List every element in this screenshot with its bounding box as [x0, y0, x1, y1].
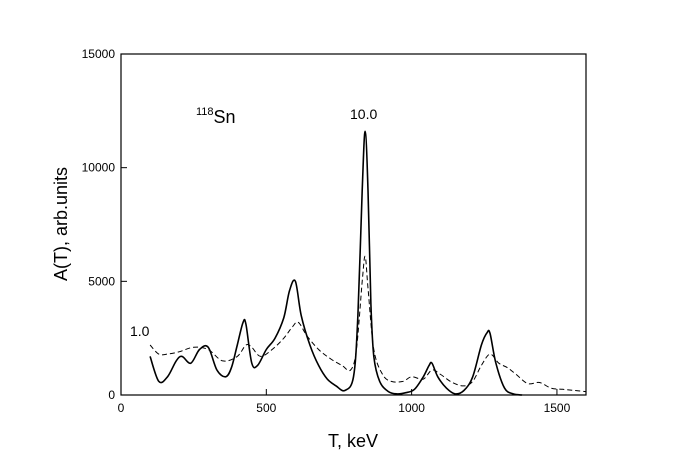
- y-tick-label: 0: [108, 388, 115, 402]
- x-axis-title: T, keV: [328, 431, 378, 451]
- isotope-mass: 118: [196, 106, 214, 118]
- x-tick-label: 500: [256, 401, 276, 415]
- y-tick-label: 10000: [82, 161, 116, 175]
- y-tick-label: 15000: [82, 47, 116, 61]
- x-tick-label: 0: [118, 401, 125, 415]
- x-tick-label: 1000: [398, 401, 425, 415]
- series-line-dashed: [149, 255, 587, 393]
- isotope-label: 118Sn: [196, 106, 236, 127]
- series-group: [149, 130, 587, 396]
- isotope-symbol: Sn: [214, 107, 236, 127]
- y-tick-label: 5000: [88, 274, 115, 288]
- x-tick-label: 1500: [544, 401, 571, 415]
- plot-frame: [120, 53, 587, 396]
- annotation-label-left: 1.0: [130, 323, 150, 339]
- series-line-solid: [149, 130, 523, 396]
- y-axis-title: A(T), arb.units: [51, 167, 71, 281]
- annotation-label-peak: 10.0: [350, 106, 377, 122]
